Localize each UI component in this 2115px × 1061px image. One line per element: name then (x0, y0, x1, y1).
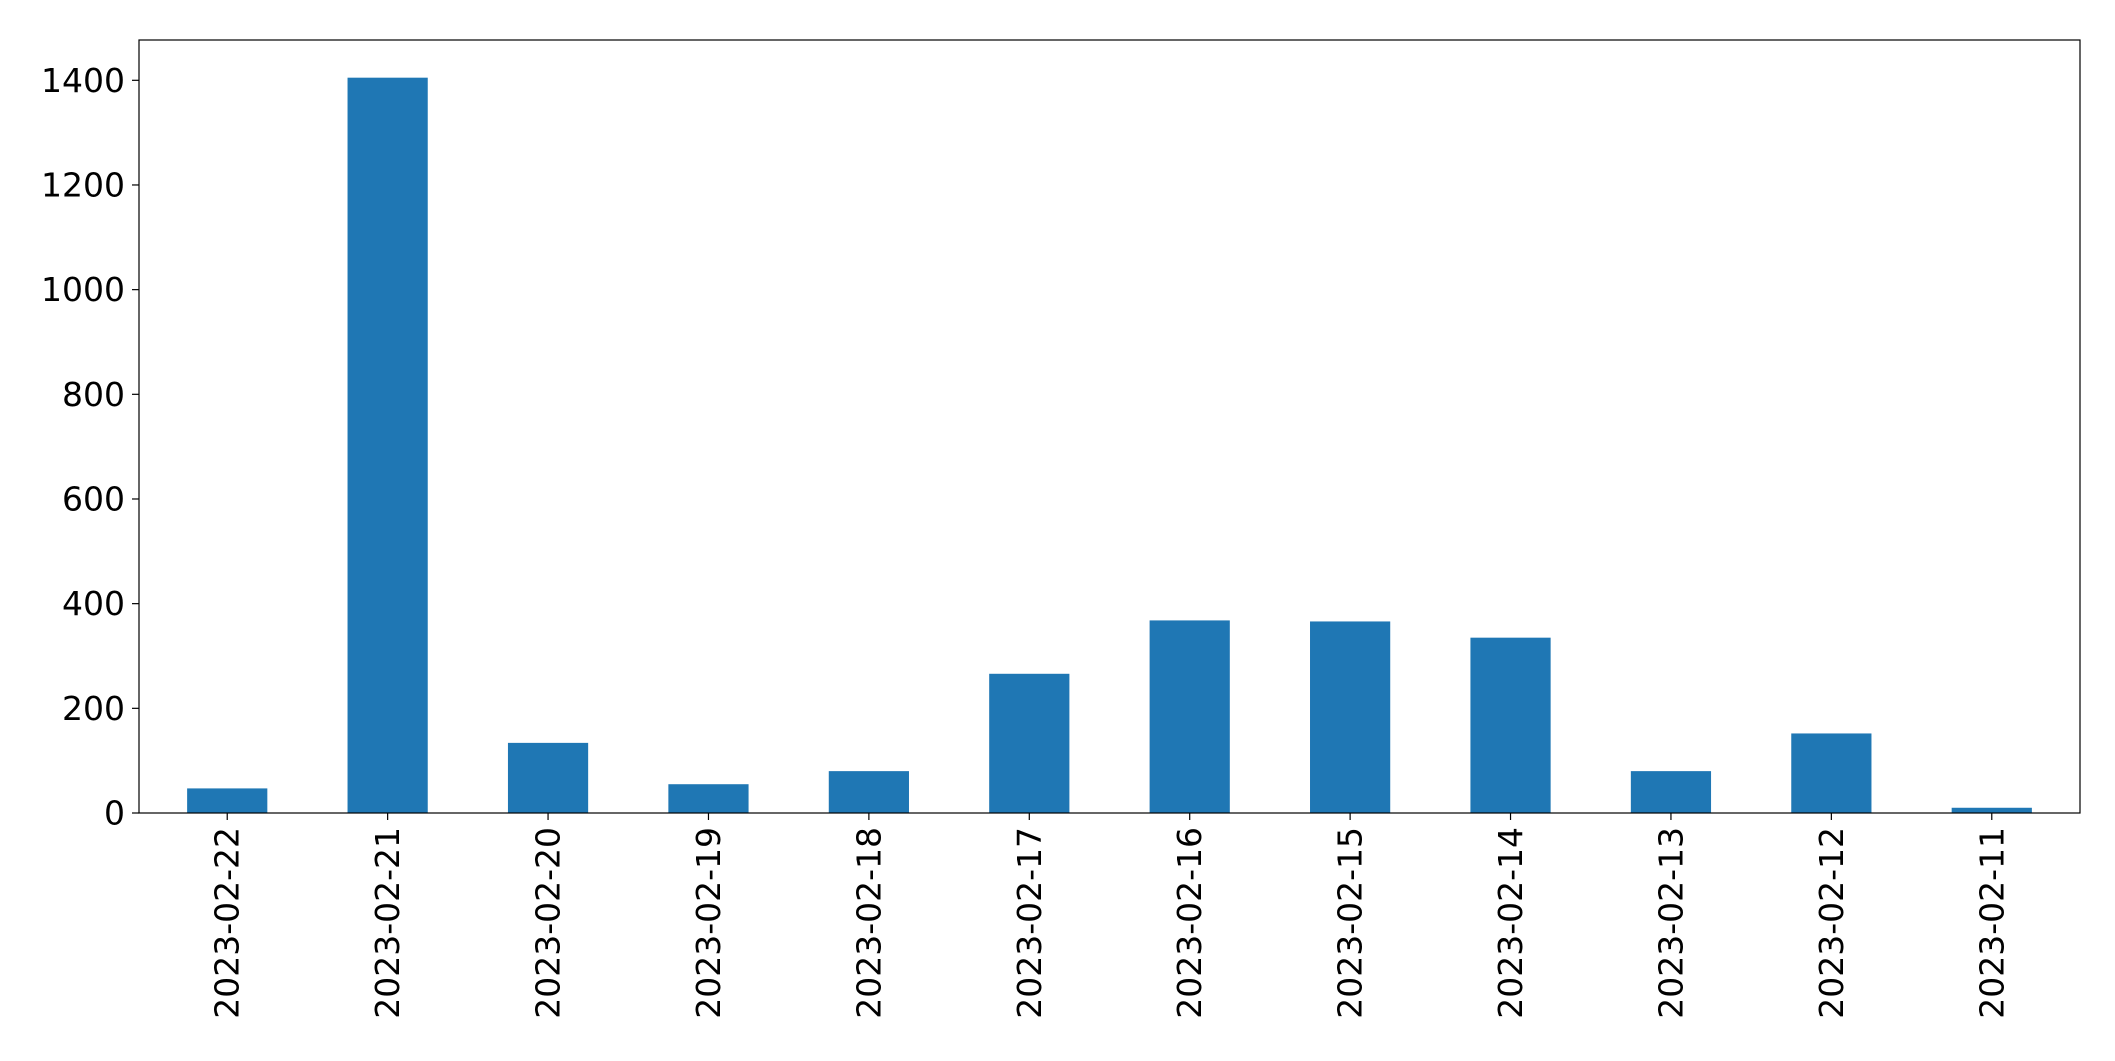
bar-2023-02-18 (828, 771, 909, 813)
x-tick-label: 2023-02-17 (1010, 827, 1049, 1019)
y-tick-label: 200 (62, 689, 125, 728)
x-tick-label: 2023-02-14 (1491, 827, 1530, 1019)
bar-2023-02-22 (187, 788, 268, 813)
bar-2023-02-19 (668, 784, 749, 813)
y-tick-label: 1200 (41, 165, 125, 204)
y-tick-label: 0 (104, 794, 125, 833)
x-tick-label: 2023-02-16 (1170, 827, 1209, 1019)
bar-2023-02-11 (1951, 807, 2032, 813)
y-tick-label: 1000 (41, 270, 125, 309)
x-tick-label: 2023-02-21 (368, 827, 407, 1019)
x-tick-label: 2023-02-18 (849, 827, 888, 1019)
bar-2023-02-13 (1630, 771, 1712, 813)
bars (187, 77, 2032, 814)
bar-2023-02-16 (1149, 620, 1230, 813)
y-tick-label: 600 (62, 479, 125, 518)
x-axis: 2023-02-22 2023-02-21 2023-02-20 2023-02-19… (208, 813, 2011, 1019)
x-tick-label: 2023-02-13 (1651, 827, 1690, 1019)
x-tick-label: 2023-02-15 (1331, 827, 1370, 1019)
bar-2023-02-17 (989, 673, 1070, 813)
x-tick-label: 2023-02-11 (1972, 827, 2011, 1019)
y-tick-label: 1400 (41, 61, 125, 100)
y-tick-label: 400 (62, 584, 125, 623)
y-axis: 0 200 400 600 800 1000 1200 1400 (41, 61, 139, 833)
y-tick-label: 800 (62, 375, 125, 414)
x-tick-label: 2023-02-19 (689, 827, 728, 1019)
x-tick-label: 2023-02-12 (1812, 827, 1851, 1019)
bar-2023-02-15 (1310, 621, 1391, 813)
bar-2023-02-21 (347, 77, 428, 814)
bar-2023-02-20 (507, 742, 589, 813)
bar-2023-02-12 (1791, 733, 1872, 813)
plot-area-frame (138, 39, 2081, 814)
x-tick-label: 2023-02-22 (208, 827, 247, 1019)
x-tick-label: 2023-02-20 (529, 827, 568, 1019)
bar-2023-02-14 (1470, 637, 1551, 813)
